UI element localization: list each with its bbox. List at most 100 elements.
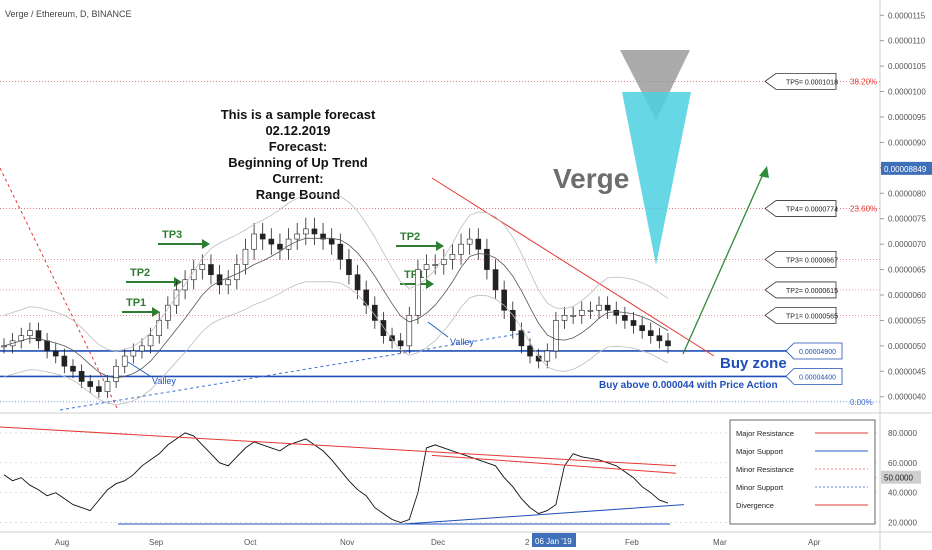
candle-body [27, 330, 33, 337]
chart-title: Verge / Ethereum, D, BINANCE [5, 9, 132, 19]
valley-label: Valley [450, 337, 474, 347]
osc-resistance-line [0, 426, 677, 467]
candle-body [35, 330, 42, 342]
osc-divergence-support [403, 504, 685, 525]
current-price-tag [881, 161, 932, 175]
candle-body [242, 248, 249, 265]
verge-label: Verge [553, 163, 629, 194]
candle-body [613, 309, 620, 316]
candle-body [561, 315, 568, 321]
tp-box [764, 200, 837, 217]
price-tick-label: 0.0000055 [888, 316, 926, 325]
candle-body [173, 289, 180, 306]
moving-average [3, 237, 669, 379]
fib-level-label: 38.20% [850, 77, 877, 86]
tp-arrow-head [152, 307, 160, 317]
tp-left-label: TP3 [162, 229, 182, 241]
candle-body [303, 228, 309, 235]
buy-zone-box [785, 367, 843, 385]
candle-body [509, 309, 516, 331]
buy-zone-title: Buy zone [720, 355, 787, 372]
candle-body [52, 350, 59, 357]
legend-label: Minor Resistance [736, 465, 794, 474]
osc-tick-label: 20.0000 [888, 519, 917, 528]
time-tick-label: Aug [55, 538, 69, 547]
candle-body [199, 264, 206, 270]
candle-body [604, 304, 611, 311]
candle-body [639, 325, 645, 331]
tp-box [764, 72, 837, 90]
price-tick-label: 0.0000060 [888, 291, 926, 300]
osc-divergence-line [431, 454, 677, 474]
buy-zone-box [785, 342, 843, 360]
price-tick-label: 0.0000045 [888, 367, 926, 376]
candle-body [501, 289, 507, 311]
verge-logo-teal-triangle [622, 92, 691, 265]
price-tick-label: 0.0000075 [888, 215, 926, 224]
tp-box [764, 306, 837, 324]
current-price-label: 0.00008849 [884, 165, 927, 174]
candle-body [415, 269, 421, 316]
valley-arrow [427, 321, 449, 338]
candle-body [44, 340, 50, 352]
candle-body [259, 233, 266, 240]
bollinger-lower [3, 281, 669, 405]
legend-label: Minor Support [736, 483, 784, 492]
candle-body [389, 335, 395, 342]
candle-body [665, 340, 671, 347]
candle-body [268, 238, 275, 245]
candle-body [380, 320, 387, 337]
tp-box-label: TP5= 0.0001018 [786, 79, 838, 86]
legend-box [729, 419, 876, 525]
candle-body [294, 233, 300, 240]
valley-label: Valley [152, 376, 176, 386]
osc-tick-label: 60.0000 [888, 459, 917, 468]
candle-body [492, 269, 499, 291]
tp-arrow-head [202, 239, 210, 249]
candle-body [647, 330, 654, 337]
tp-arrow-head [174, 277, 182, 287]
major-resistance-trendline [431, 177, 715, 357]
fib-level-label: 0.00% [850, 398, 873, 407]
price-tick-label: 0.0000115 [888, 11, 926, 20]
legend-label: Major Resistance [736, 429, 794, 438]
osc-tick-label: 40.0000 [888, 489, 917, 498]
candle-body [423, 264, 430, 270]
candle-body [406, 315, 413, 347]
time-tick-label: Dec [431, 538, 445, 547]
candle-body [130, 350, 137, 357]
time-tick-label: Apr [808, 538, 821, 547]
price-tick-label: 0.0000080 [888, 189, 926, 198]
legend-label: Major Support [736, 447, 784, 456]
price-tick-label: 0.0000040 [888, 393, 926, 402]
tp-box-label: TP1= 0.0000565 [786, 313, 838, 320]
price-tick-label: 0.0000070 [888, 240, 926, 249]
tp-arrow-head [436, 241, 444, 251]
candle-body [346, 259, 352, 275]
candle-body [570, 315, 576, 317]
candle-body [432, 264, 438, 266]
candle-body [337, 243, 344, 260]
forecast-text-line: This is a sample forecast [221, 107, 376, 122]
minor-support-trendline [59, 331, 531, 411]
price-tick-label: 0.0000090 [888, 138, 926, 147]
time-tick-label: Nov [340, 538, 354, 547]
forecast-text-line: Current: [272, 171, 323, 186]
candle-body [440, 259, 447, 265]
candle-body [596, 304, 602, 311]
price-tick-label: 0.0000110 [888, 37, 926, 46]
verge-logo-gray-triangle [620, 50, 690, 120]
time-tick-label: Sep [149, 538, 164, 547]
tp-arrow-head [426, 279, 434, 289]
forecast-text-line: Forecast: [269, 139, 328, 154]
price-tick-label: 0.0000095 [888, 113, 926, 122]
tp-left-label: TP2 [400, 231, 420, 243]
candle-body [458, 243, 464, 255]
candle-body [578, 309, 585, 316]
tp-box-label: TP2= 0.0000615 [786, 288, 838, 295]
candle-body [372, 304, 378, 321]
candle-body [285, 238, 292, 250]
candle-body [475, 238, 482, 250]
